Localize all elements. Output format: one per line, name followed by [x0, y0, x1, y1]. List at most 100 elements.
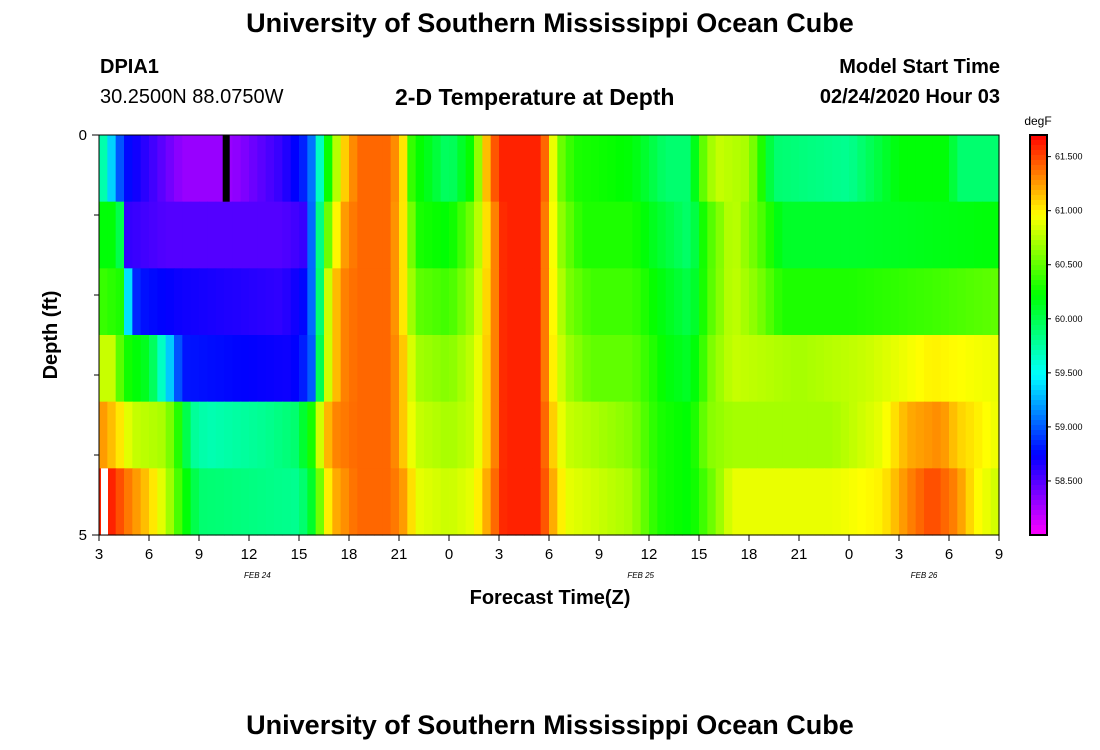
- colorbar-segment: [1030, 165, 1047, 171]
- white-gap: [101, 468, 108, 535]
- heatmap-cell: [857, 468, 867, 536]
- heatmap-cell: [207, 335, 217, 403]
- heatmap-cell: [265, 401, 275, 469]
- heatmap-cell: [799, 201, 808, 269]
- colorbar-tick-label: 59.500: [1055, 368, 1083, 378]
- heatmap-cell: [882, 135, 892, 203]
- heatmap-cell: [507, 268, 517, 336]
- colorbar-segment: [1030, 145, 1047, 151]
- heatmap-cell: [457, 201, 467, 269]
- heatmap-cell: [774, 335, 783, 403]
- heatmap-cell: [907, 268, 917, 336]
- heatmap-cell: [340, 335, 350, 403]
- heatmap-cell: [507, 335, 517, 403]
- heatmap-cell: [124, 335, 133, 403]
- heatmap-cell: [815, 268, 825, 336]
- heatmap-cell: [157, 268, 167, 336]
- heatmap-cell: [940, 401, 950, 469]
- heatmap-cell: [449, 268, 458, 336]
- plot-title: 2-D Temperature at Depth: [395, 84, 675, 110]
- colorbar-segment: [1030, 245, 1047, 251]
- heatmap-cell: [599, 335, 608, 403]
- heatmap-cell: [407, 468, 417, 536]
- heatmap-cell: [932, 401, 942, 469]
- heatmap-cell: [565, 335, 575, 403]
- heatmap-cell: [524, 468, 533, 536]
- heatmap-cell: [249, 468, 258, 536]
- heatmap-cell: [365, 268, 375, 336]
- heatmap-cell: [699, 135, 708, 203]
- heatmap-cell: [465, 201, 475, 269]
- heatmap-cell: [799, 135, 808, 203]
- heatmap-cell: [990, 468, 1000, 536]
- colorbar-segment: [1030, 365, 1047, 371]
- heatmap-cell: [207, 201, 217, 269]
- heatmap-cell: [532, 135, 542, 203]
- heatmap-cell: [924, 268, 933, 336]
- heatmap-cell: [682, 468, 692, 536]
- heatmap-cell: [257, 335, 267, 403]
- heatmap-cell: [307, 268, 317, 336]
- colorbar-tick-label: 60.500: [1055, 260, 1083, 270]
- heatmap-cell: [282, 201, 292, 269]
- heatmap-cell: [332, 401, 342, 469]
- heatmap-cell: [115, 135, 125, 203]
- heatmap-cell: [190, 335, 200, 403]
- heatmap-cell: [699, 268, 708, 336]
- heatmap-cell: [315, 468, 325, 536]
- heatmap-cell: [240, 135, 250, 203]
- heatmap-cell: [382, 468, 392, 536]
- heatmap-cell: [165, 268, 175, 336]
- colorbar-segment: [1030, 385, 1047, 391]
- heatmap-cell: [574, 401, 583, 469]
- heatmap-cell: [690, 335, 700, 403]
- heatmap-cell: [315, 268, 325, 336]
- heatmap-cell: [824, 201, 833, 269]
- heatmap-cell: [874, 135, 883, 203]
- heatmap-cell: [257, 135, 267, 203]
- heatmap-cell: [290, 268, 300, 336]
- heatmap-cell: [190, 268, 200, 336]
- heatmap-cell: [740, 201, 750, 269]
- heatmap-cell: [549, 468, 558, 536]
- heatmap-cell: [799, 335, 808, 403]
- heatmap-cell: [99, 268, 108, 336]
- heatmap-cell: [899, 268, 908, 336]
- colorbar-segment: [1030, 225, 1047, 231]
- heatmap-cell: [865, 401, 875, 469]
- heatmap-cell: [124, 268, 133, 336]
- heatmap-cell: [990, 401, 1000, 469]
- heatmap-cell: [749, 201, 758, 269]
- heatmap-cell: [724, 468, 733, 536]
- heatmap-cell: [340, 401, 350, 469]
- heatmap-cell: [232, 268, 242, 336]
- heatmap-cell: [282, 135, 292, 203]
- heatmap-cell: [982, 401, 992, 469]
- heatmap-cell: [557, 401, 567, 469]
- heatmap-cell: [132, 268, 142, 336]
- heatmap-cell: [615, 401, 625, 469]
- heatmap-cell: [824, 401, 833, 469]
- heatmap-cell: [757, 468, 767, 536]
- heatmap-cell: [915, 401, 925, 469]
- colorbar-segment: [1030, 415, 1047, 421]
- heatmap-cell: [307, 135, 317, 203]
- heatmap-cell: [174, 468, 183, 536]
- heatmap-cell: [524, 135, 533, 203]
- heatmap-cell: [107, 135, 117, 203]
- heatmap-cell: [182, 335, 192, 403]
- heatmap-cell: [215, 135, 225, 203]
- heatmap-cell: [507, 401, 517, 469]
- x-tick-label: 9: [195, 546, 203, 563]
- heatmap-cell: [932, 201, 942, 269]
- heatmap-cell: [907, 335, 917, 403]
- heatmap-cell: [657, 401, 667, 469]
- heatmap-cell: [649, 401, 658, 469]
- heatmap-cell: [357, 401, 367, 469]
- heatmap-cell: [499, 468, 508, 536]
- heatmap-cell: [482, 201, 492, 269]
- heatmap-cell: [632, 201, 642, 269]
- heatmap-cell: [274, 468, 283, 536]
- heatmap-cell: [549, 401, 558, 469]
- heatmap-cell: [665, 335, 675, 403]
